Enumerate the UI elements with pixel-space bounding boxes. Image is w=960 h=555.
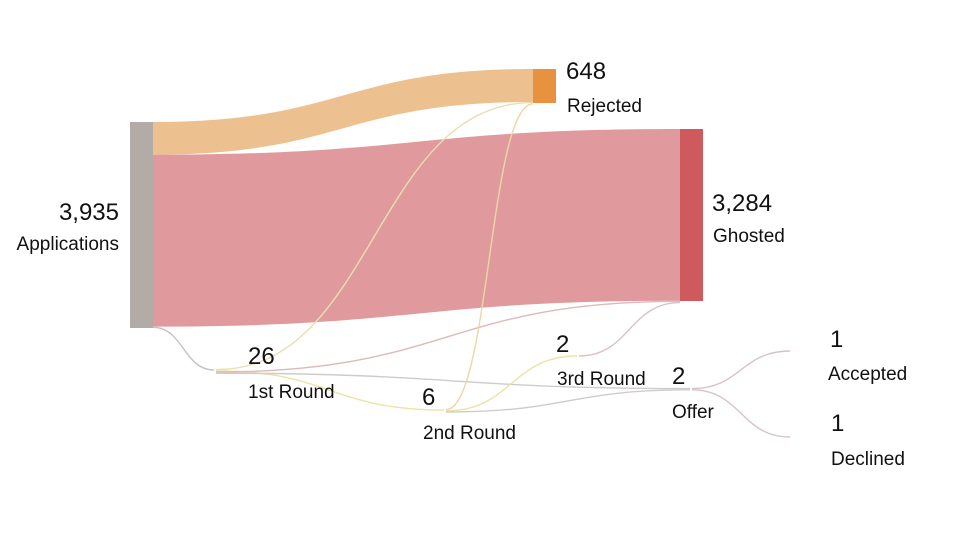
link-applications-ghosted — [153, 129, 680, 327]
link-offer-accepted — [691, 350, 791, 390]
accepted-label: Accepted — [828, 364, 907, 385]
node-ghosted — [680, 129, 703, 301]
links-layer — [152, 69, 791, 438]
round2-value: 6 — [422, 384, 435, 411]
nodes-layer — [130, 69, 703, 328]
offer-value: 2 — [672, 363, 685, 390]
declined-value: 1 — [831, 410, 844, 437]
round1-label: 1st Round — [248, 382, 335, 403]
applications-value: 3,935 — [59, 199, 119, 226]
round3-value: 2 — [556, 331, 569, 358]
round1-value: 26 — [248, 343, 275, 370]
link-offer-declined — [691, 389, 791, 438]
link-round1-rejected — [215, 101, 534, 371]
node-applications — [130, 122, 153, 328]
link-round2-round3 — [445, 355, 578, 412]
rejected-value: 648 — [566, 58, 606, 85]
round2-label: 2nd Round — [423, 423, 516, 444]
round3-label: 3rd Round — [557, 369, 646, 390]
node-rejected — [533, 69, 556, 103]
ghosted-value: 3,284 — [712, 190, 772, 217]
declined-label: Declined — [831, 449, 905, 470]
link-applications-round1 — [152, 326, 215, 371]
link-round2-offer — [445, 389, 691, 413]
link-round1-offer — [215, 372, 691, 390]
link-round3-ghosted — [578, 301, 681, 357]
rejected-label: Rejected — [567, 96, 642, 117]
applications-label: Applications — [17, 234, 119, 255]
link-applications-rejected — [153, 69, 533, 155]
accepted-value: 1 — [830, 326, 843, 353]
link-round1-round2 — [215, 370, 445, 411]
link-round1-ghosted — [215, 300, 681, 373]
ghosted-label: Ghosted — [713, 226, 785, 247]
offer-label: Offer — [672, 402, 715, 423]
link-round2-rejected — [445, 103, 534, 411]
